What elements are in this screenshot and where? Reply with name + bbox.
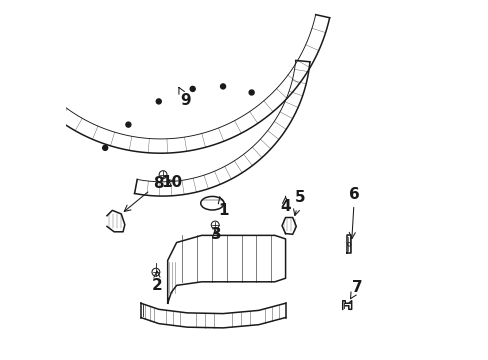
Text: 4: 4 (280, 197, 290, 214)
Circle shape (125, 122, 131, 127)
Circle shape (156, 99, 161, 104)
Text: 3: 3 (210, 227, 221, 242)
Circle shape (220, 84, 225, 89)
Text: 7: 7 (350, 280, 362, 299)
Circle shape (102, 145, 107, 150)
Text: 8: 8 (124, 176, 163, 211)
Circle shape (190, 86, 195, 91)
Text: 6: 6 (348, 187, 359, 239)
Text: 10: 10 (162, 175, 183, 190)
Text: 2: 2 (151, 271, 162, 293)
Circle shape (248, 90, 254, 95)
Text: 9: 9 (179, 87, 190, 108)
Text: 5: 5 (293, 190, 305, 216)
Text: 1: 1 (217, 197, 228, 218)
